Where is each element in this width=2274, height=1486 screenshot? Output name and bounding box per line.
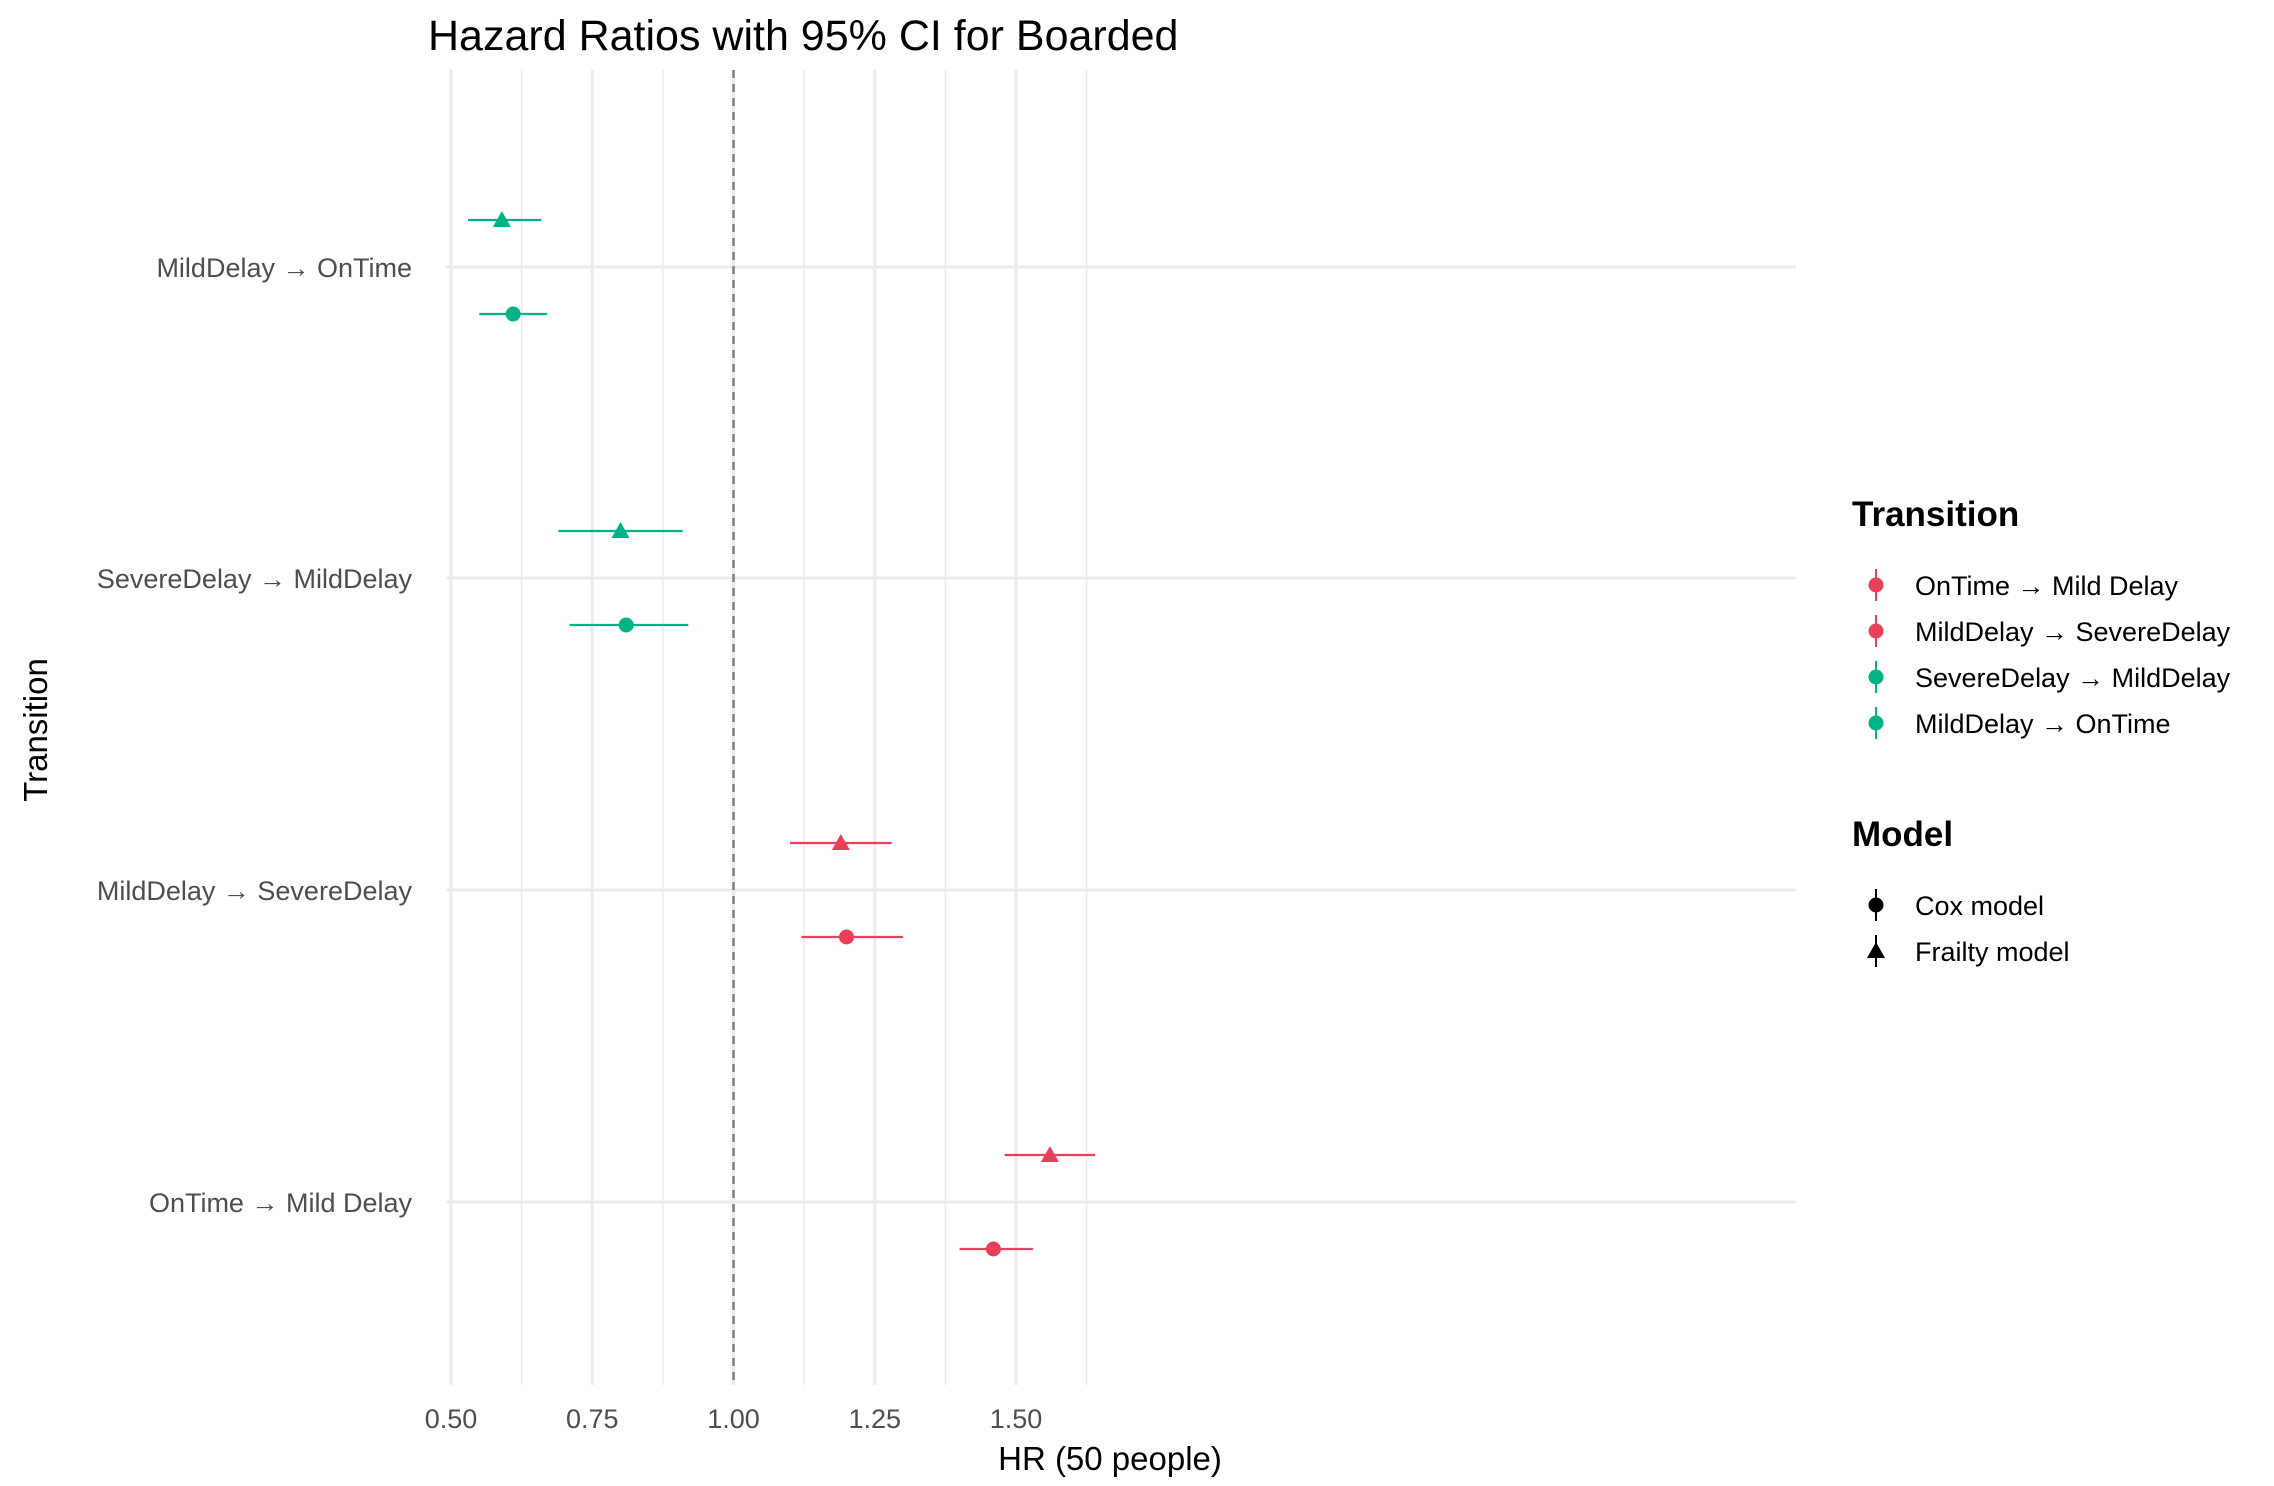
x-tick-label: 1.00 (707, 1404, 760, 1434)
hr-point-cox (618, 617, 634, 633)
x-tick-label: 1.25 (848, 1404, 901, 1434)
y-axis-title: Transition (17, 658, 54, 802)
hr-point-frailty (831, 834, 850, 850)
hr-point-cox (505, 306, 521, 322)
y-tick-label: SevereDelay → MildDelay (97, 564, 413, 594)
hr-point-frailty (611, 522, 630, 538)
x-tick-label: 0.50 (425, 1404, 478, 1434)
hr-point-frailty (1040, 1146, 1059, 1162)
legend-model-title: Model (1852, 815, 1953, 854)
legend-transition-label: OnTime → Mild Delay (1915, 571, 2179, 601)
data-marks (467, 211, 1096, 1257)
legend-transition-label: MildDelay → SevereDelay (1915, 617, 2231, 647)
legend-transition-swatch-point (1868, 715, 1884, 731)
hr-point-cox (985, 1241, 1001, 1257)
grid-lines (446, 70, 1796, 1385)
x-tick-label: 1.50 (990, 1404, 1043, 1434)
legend-model-label: Cox model (1915, 891, 2044, 921)
legend-transition-swatch-point (1868, 669, 1884, 685)
legend: Transition OnTime → Mild Delay MildDelay … (1852, 495, 2231, 967)
legend-transition-label: SevereDelay → MildDelay (1915, 663, 2231, 693)
legend-transition-items: OnTime → Mild Delay MildDelay → SevereDel… (1868, 569, 2231, 739)
legend-transition-label: MildDelay → OnTime (1915, 709, 2171, 739)
legend-model-label: Frailty model (1915, 937, 2070, 967)
hr-point-frailty (492, 211, 511, 227)
legend-transition-title: Transition (1852, 495, 2019, 534)
legend-model-swatch-triangle (1867, 942, 1885, 958)
y-tick-label: MildDelay → OnTime (156, 253, 412, 283)
legend-transition-swatch-point (1868, 577, 1884, 593)
y-tick-label: OnTime → Mild Delay (149, 1188, 413, 1218)
hr-point-cox (839, 929, 854, 945)
y-tick-labels: OnTime → Mild Delay MildDelay → SevereDel… (97, 253, 413, 1218)
x-tick-label: 0.75 (566, 1404, 619, 1434)
chart-title: Hazard Ratios with 95% CI for Boarded (428, 12, 1178, 60)
x-axis-title: HR (50 people) (998, 1440, 1222, 1477)
legend-model-items: Cox model Frailty model (1867, 889, 2070, 967)
legend-model-swatch-circle (1868, 897, 1884, 913)
y-tick-label: MildDelay → SevereDelay (97, 876, 413, 906)
x-tick-labels: 0.50 0.75 1.00 1.25 1.50 (425, 1404, 1043, 1434)
legend-transition-swatch-point (1868, 623, 1884, 639)
